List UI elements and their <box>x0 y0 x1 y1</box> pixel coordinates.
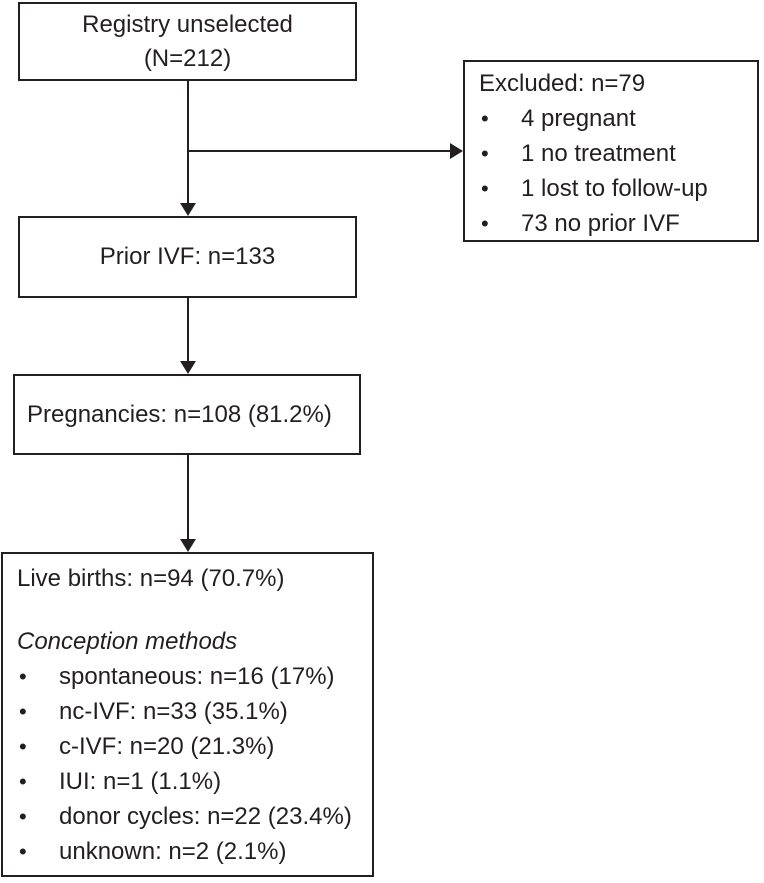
excluded-item: • 73 no prior IVF <box>479 206 751 241</box>
pregnancies-box: Pregnancies: n=108 (81.2%) <box>13 374 361 455</box>
excluded-box: Excluded: n=79 • 4 pregnant • 1 no treat… <box>463 60 759 242</box>
registry-box: Registry unselected (N=212) <box>18 2 357 81</box>
bullet-icon: • <box>481 141 489 166</box>
bullet-icon: • <box>19 804 27 829</box>
conception-method-label: c-IVF: n=20 (21.3%) <box>59 733 275 760</box>
conception-method-item: • donor cycles: n=22 (23.4%) <box>17 799 368 834</box>
conception-method-label: unknown: n=2 (2.1%) <box>59 838 287 865</box>
connector-pregnancies-to-livebirths <box>187 455 189 540</box>
conception-method-item: • c-IVF: n=20 (21.3%) <box>17 729 368 764</box>
connector-to-excluded <box>188 150 450 152</box>
prior-ivf-box: Prior IVF: n=133 <box>18 216 357 298</box>
arrowhead-down-livebirths <box>180 539 196 552</box>
arrowhead-down-pregnancies <box>180 361 196 374</box>
conception-method-item: • unknown: n=2 (2.1%) <box>17 834 368 869</box>
excluded-item-label: 1 lost to follow-up <box>521 175 708 202</box>
bullet-icon: • <box>19 839 27 864</box>
bullet-icon: • <box>481 176 489 201</box>
bullet-icon: • <box>19 699 27 724</box>
excluded-item-label: 1 no treatment <box>521 140 676 167</box>
bullet-icon: • <box>481 211 489 236</box>
arrowhead-right-excluded <box>450 143 463 159</box>
bullet-icon: • <box>19 734 27 759</box>
registry-line2: (N=212) <box>143 44 232 72</box>
excluded-title: Excluded: n=79 <box>479 70 646 97</box>
conception-method-item: • IUI: n=1 (1.1%) <box>17 764 368 799</box>
conception-method-label: nc-IVF: n=33 (35.1%) <box>59 698 288 725</box>
excluded-item-label: 4 pregnant <box>521 105 636 132</box>
excluded-item: • 1 lost to follow-up <box>479 171 751 206</box>
conception-method-label: IUI: n=1 (1.1%) <box>59 768 222 795</box>
connector-registry-to-prior <box>187 81 189 204</box>
pregnancies-label: Pregnancies: n=108 (81.2%) <box>27 400 332 428</box>
conception-method-item: • spontaneous: n=16 (17%) <box>17 659 368 694</box>
conception-method-label: spontaneous: n=16 (17%) <box>59 663 335 690</box>
conception-method-label: donor cycles: n=22 (23.4%) <box>59 803 352 830</box>
prior-ivf-label: Prior IVF: n=133 <box>99 243 276 270</box>
connector-prior-to-pregnancies <box>187 298 189 362</box>
bullet-icon: • <box>19 664 27 689</box>
excluded-item-label: 73 no prior IVF <box>521 210 680 237</box>
registry-line1: Registry unselected <box>82 10 293 38</box>
bullet-icon: • <box>19 769 27 794</box>
conception-methods-heading: Conception methods <box>17 628 238 655</box>
bullet-icon: • <box>481 106 489 131</box>
conception-method-item: • nc-IVF: n=33 (35.1%) <box>17 694 368 729</box>
live-births-title: Live births: n=94 (70.7%) <box>17 565 285 592</box>
excluded-item: • 1 no treatment <box>479 136 751 171</box>
excluded-item: • 4 pregnant <box>479 101 751 136</box>
arrowhead-down-prior <box>180 203 196 216</box>
live-births-box: Live births: n=94 (70.7%) Conception met… <box>1 552 374 877</box>
